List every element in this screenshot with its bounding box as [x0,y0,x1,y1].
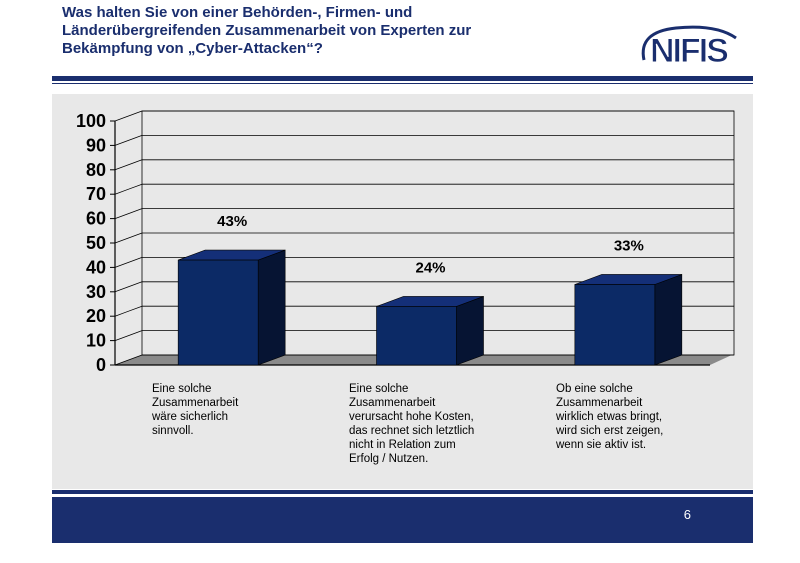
header-rule [52,76,753,81]
gridline-depth [114,305,143,317]
y-tick-label: 40 [86,257,106,277]
data-label-2: 24% [415,259,445,276]
gridline-depth [114,257,143,268]
gridline-depth [114,208,143,219]
y-tick-label: 100 [76,111,106,131]
y-tick-label: 50 [86,233,106,253]
bar-2 [376,306,457,366]
category-label-3: Ob eine solche Zusammenarbeit wirklich e… [556,383,664,451]
gridline-depth [114,354,143,366]
slide-title: Was halten Sie von einer Behörden-, Firm… [62,4,582,58]
gridline-depth [114,135,143,146]
bar-side-3 [654,274,683,366]
y-tick-label: 90 [86,135,106,155]
logo-text: NIFIS [650,32,728,70]
gridline-depth [114,183,143,195]
footer-bar: 6 [52,497,753,543]
title-line-3: Bekämpfung von „Cyber-Attacken“? [62,40,323,57]
y-tick-label: 70 [86,184,106,204]
data-label-3: 33% [614,237,644,254]
y-tick-label: 0 [96,355,106,375]
bar-side-1 [257,249,286,366]
category-label-1: Eine solche Zusammenarbeit wäre sicherli… [152,383,239,437]
title-line-2: Länderübergreifenden Zusammenarbeit von … [62,22,472,39]
gridline-depth [114,330,143,341]
gridline-depth [114,281,143,293]
header-rule-thin [52,83,753,84]
y-tick-label: 20 [86,306,106,326]
gridline-depth [114,232,143,244]
footer-rule [52,490,753,494]
y-tick-label: 60 [86,209,106,229]
data-label-1: 43% [217,213,247,230]
bar-3 [574,284,656,366]
y-tick-label: 10 [86,331,106,351]
bar-chart: 0 10 20 30 40 50 60 70 80 90 100 43% 24% 33% [76,110,735,375]
y-tick-label: 80 [86,160,106,180]
bar-1 [177,259,259,366]
nifis-logo: NIFIS [641,25,737,71]
page-number: 6 [683,507,691,522]
gridline-depth [114,159,143,171]
bar-side-2 [456,296,484,366]
category-label-2: Eine solche Zusammenarbeit verursacht ho… [349,383,475,465]
y-tick-label: 30 [86,282,106,302]
title-line-1: Was halten Sie von einer Behörden-, Firm… [62,4,413,21]
gridline-depth [114,110,143,122]
